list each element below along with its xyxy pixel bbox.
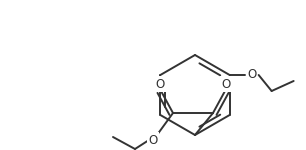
Text: O: O (247, 69, 256, 81)
Text: O: O (155, 78, 165, 90)
Text: O: O (148, 134, 158, 147)
Text: O: O (221, 78, 231, 90)
